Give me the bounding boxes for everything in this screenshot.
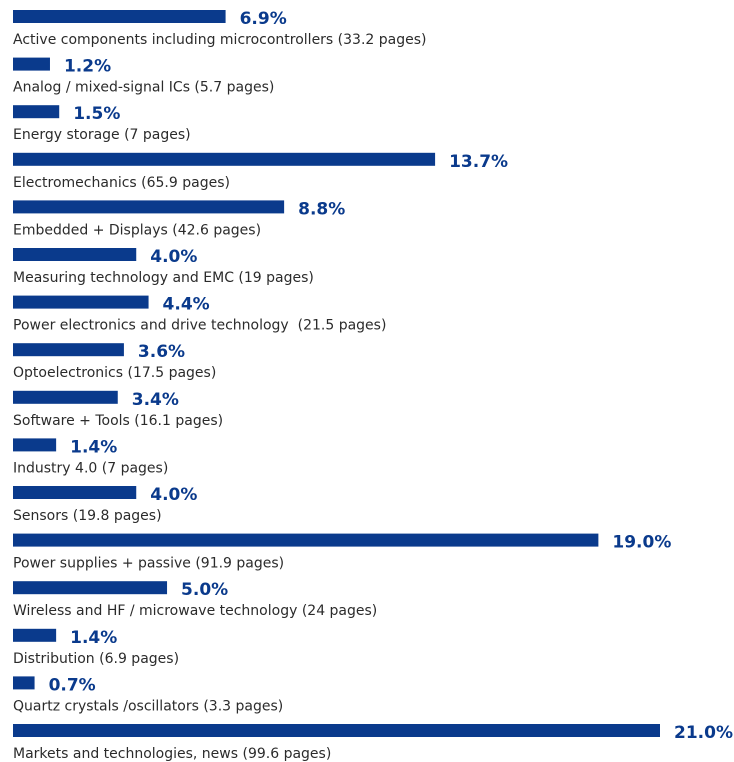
category-label: Wireless and HF / microwave technology (… <box>13 603 377 619</box>
bar <box>13 581 168 595</box>
bar <box>13 57 50 71</box>
bar <box>13 200 285 214</box>
category-label: Distribution (6.9 pages) <box>13 651 179 667</box>
bar-value-label: 3.6% <box>138 342 185 362</box>
category-label: Analog / mixed-signal ICs (5.7 pages) <box>13 80 274 96</box>
bar-value-label: 21.0% <box>674 723 733 743</box>
bar-value-label: 1.2% <box>64 57 111 77</box>
category-label: Active components including microcontrol… <box>13 32 427 48</box>
category-label: Power supplies + passive (91.9 pages) <box>13 556 284 572</box>
category-label: Energy storage (7 pages) <box>13 127 191 143</box>
category-label: Embedded + Displays (42.6 pages) <box>13 222 261 238</box>
bar <box>13 105 60 119</box>
bar <box>13 438 57 452</box>
category-label: Industry 4.0 (7 pages) <box>13 460 168 476</box>
bar <box>13 486 137 499</box>
bar <box>13 390 118 404</box>
bar-value-label: 8.8% <box>298 199 345 219</box>
category-label: Measuring technology and EMC (19 pages) <box>13 270 314 286</box>
category-label: Electromechanics (65.9 pages) <box>13 175 230 191</box>
bar-value-label: 4.0% <box>150 247 197 267</box>
category-label: Markets and technologies, news (99.6 pag… <box>13 746 331 762</box>
bar-value-label: 0.7% <box>49 675 96 695</box>
bar-value-label: 1.4% <box>70 437 117 457</box>
bar-value-label: 13.7% <box>449 152 508 172</box>
bar <box>13 676 35 690</box>
bar-value-label: 19.0% <box>612 533 671 553</box>
bar-value-label: 6.9% <box>240 9 287 29</box>
category-label: Software + Tools (16.1 pages) <box>13 413 223 429</box>
bar-value-label: 4.0% <box>150 485 197 505</box>
bar-value-label: 4.4% <box>163 295 210 315</box>
bar-value-label: 5.0% <box>181 580 228 600</box>
bar-value-label: 1.4% <box>70 628 117 648</box>
bar-value-label: 1.5% <box>73 104 120 124</box>
bar <box>13 152 436 166</box>
category-label: Quartz crystals /oscillators (3.3 pages) <box>13 698 283 714</box>
category-label: Sensors (19.8 pages) <box>13 508 162 524</box>
category-label: Power electronics and drive technology (… <box>13 318 386 334</box>
bar-value-label: 3.4% <box>132 390 179 410</box>
bar <box>13 248 137 261</box>
bar <box>13 724 660 737</box>
bar <box>13 10 226 23</box>
bar <box>13 533 599 547</box>
bar <box>13 628 57 642</box>
bar <box>13 295 149 309</box>
category-label: Optoelectronics (17.5 pages) <box>13 365 216 381</box>
bar <box>13 343 124 357</box>
